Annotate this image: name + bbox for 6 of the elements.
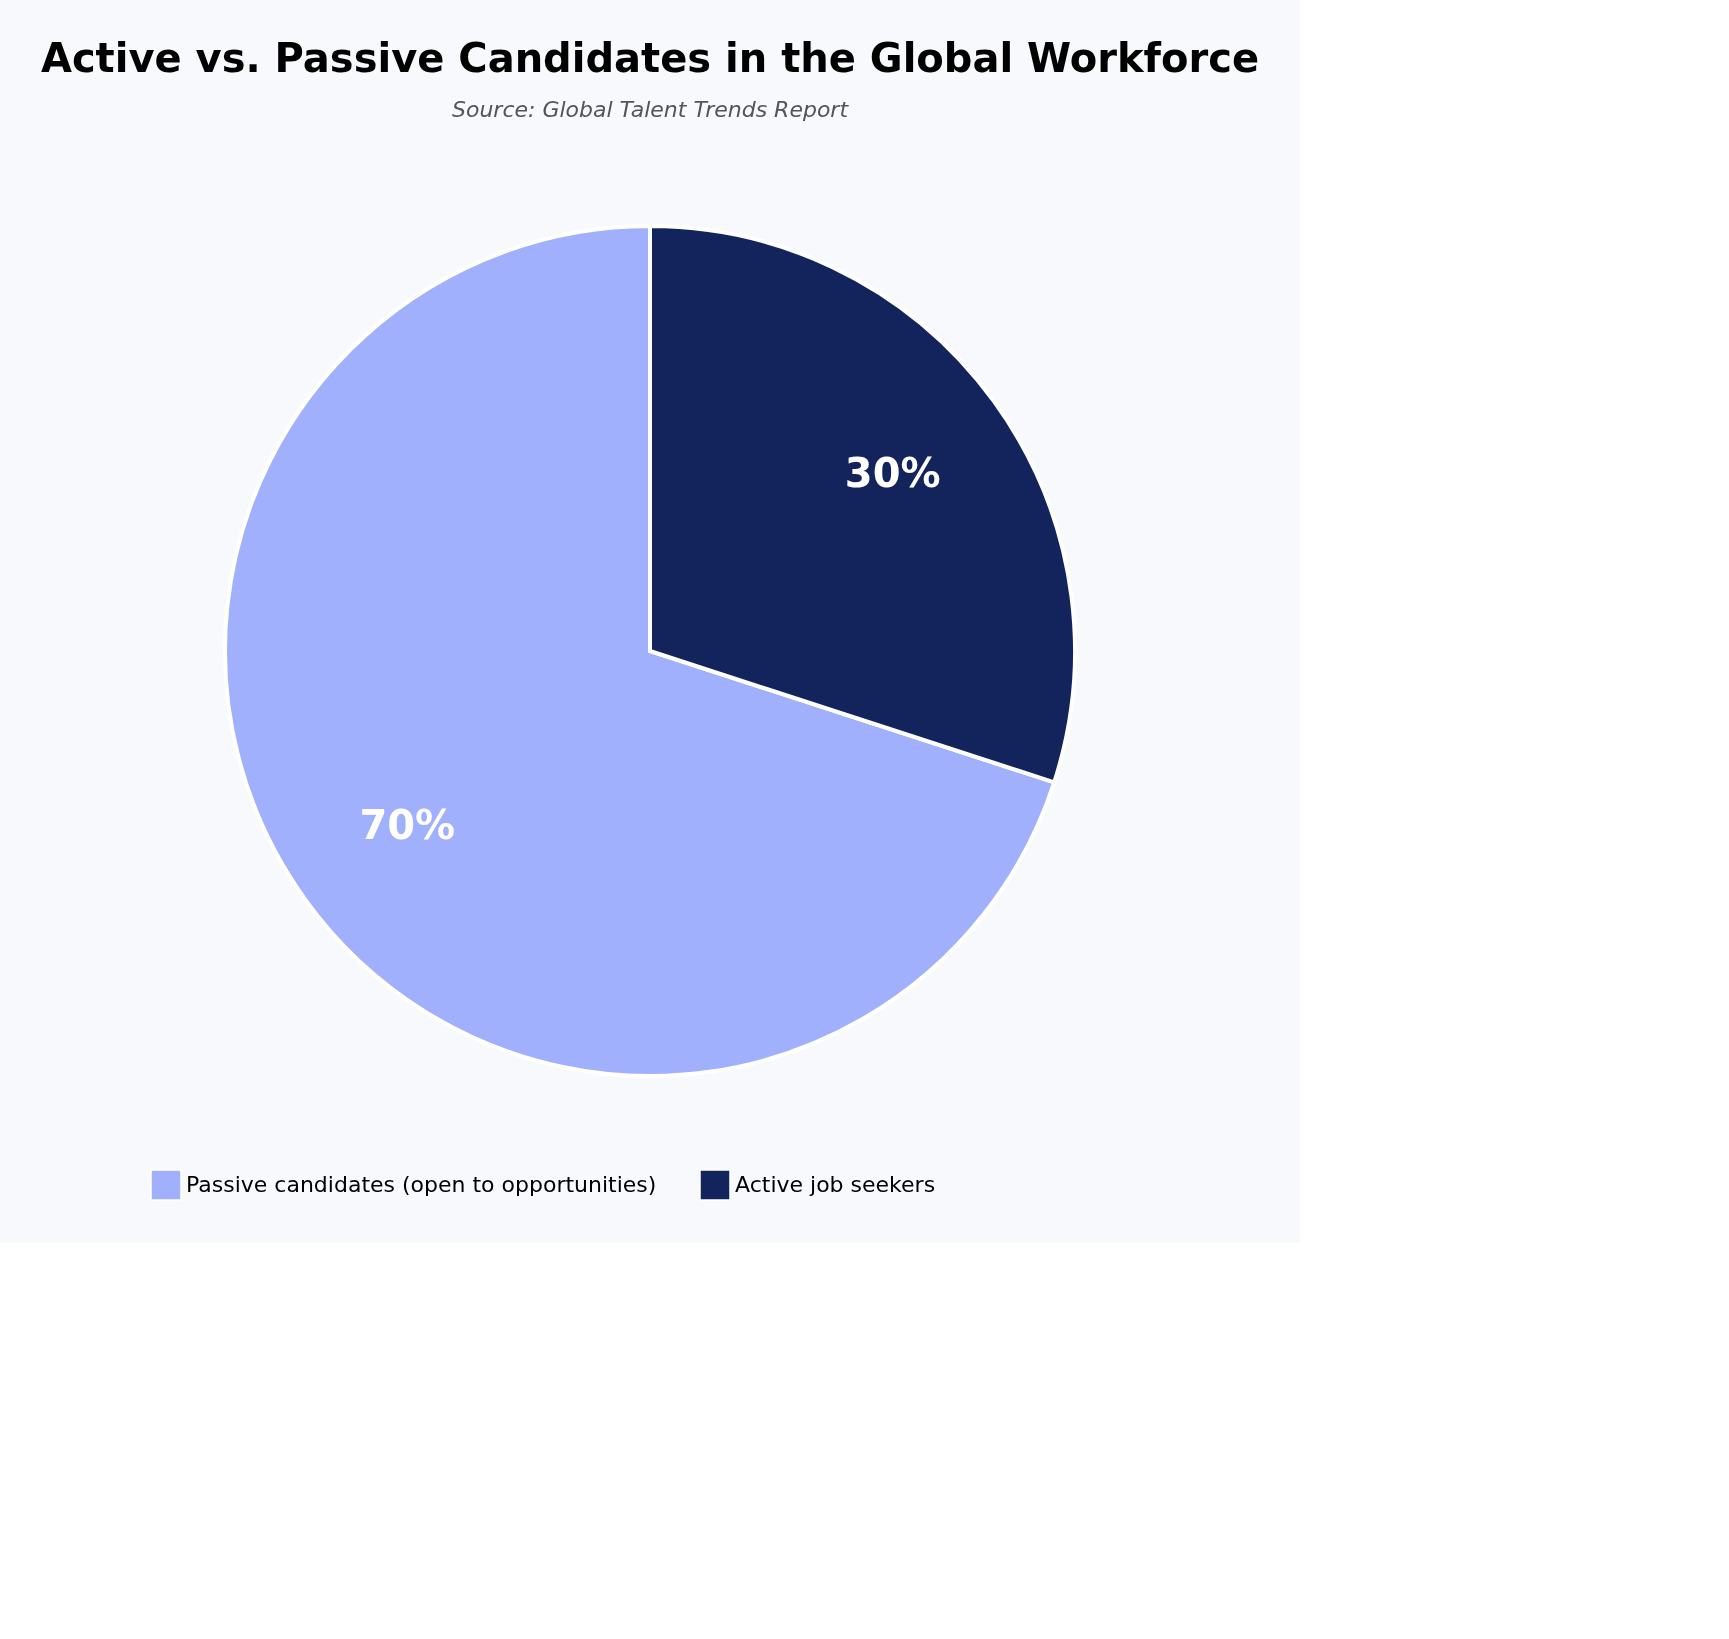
data-label: 30% <box>844 449 941 496</box>
chart-subtitle: Source: Global Talent Trends Report <box>451 97 850 122</box>
data-label: 70% <box>359 802 456 849</box>
legend-label: Active job seekers <box>735 1172 936 1197</box>
chart-title: Active vs. Passive Candidates in the Global Workforce <box>40 35 1260 81</box>
legend-label: Passive candidates (open to opportunities) <box>186 1172 657 1197</box>
